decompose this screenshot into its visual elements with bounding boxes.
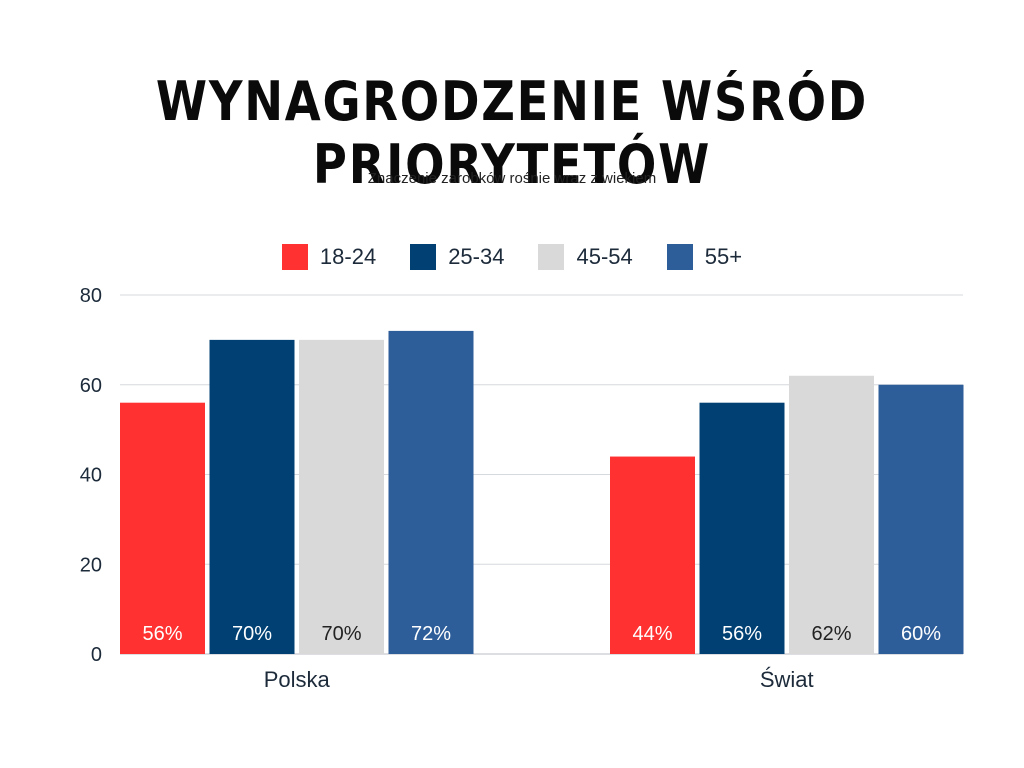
legend-item-55-plus: 55+ [666,244,743,270]
bar-data-label: 56% [722,623,762,645]
y-tick-label: 20 [80,554,102,576]
y-tick-label: 80 [80,285,102,307]
legend-swatch-25-34 [410,244,437,270]
bar-data-label: 56% [142,623,182,645]
y-tick-label: 40 [80,465,102,487]
bar-data-label: 62% [811,623,851,645]
chart-subtitle: Znaczenie zarobków rośnie wraz z wiekiem [367,170,657,187]
legend-item-25-34: 25-34 [410,244,504,270]
legend-label-18-24: 18-24 [319,244,377,269]
bar [299,339,384,654]
bar [878,384,964,654]
bar-data-label: 44% [632,623,672,645]
legend-label-45-54: 45-54 [576,244,633,269]
x-category-label: Polska [264,667,331,692]
legend-item-45-54: 45-54 [538,244,633,270]
bar [209,339,295,654]
bar-data-label: 72% [411,623,451,645]
chart-title: WYNAGRODZENIE WŚRÓD PRIORYTETÓW [155,70,869,196]
bar [120,402,205,654]
y-tick-label: 60 [80,375,102,397]
legend-label-55-plus: 55+ [704,244,743,269]
y-tick-label: 0 [91,644,102,666]
bar-data-label: 70% [321,623,361,645]
legend-swatch-55-plus [666,244,693,270]
legend-label-25-34: 25-34 [448,244,505,269]
legend-swatch-18-24 [281,244,308,270]
bar [388,330,474,654]
bar [699,402,785,654]
bar [610,456,695,654]
chart-legend: 18-24 25-34 45-54 55+ [0,244,1024,270]
bar-data-label: 60% [901,623,941,645]
legend-item-18-24: 18-24 [281,244,377,270]
bar-data-label: 70% [232,623,272,645]
legend-swatch-45-54 [538,244,565,270]
x-category-label: Świat [760,667,814,692]
bar [789,375,874,654]
